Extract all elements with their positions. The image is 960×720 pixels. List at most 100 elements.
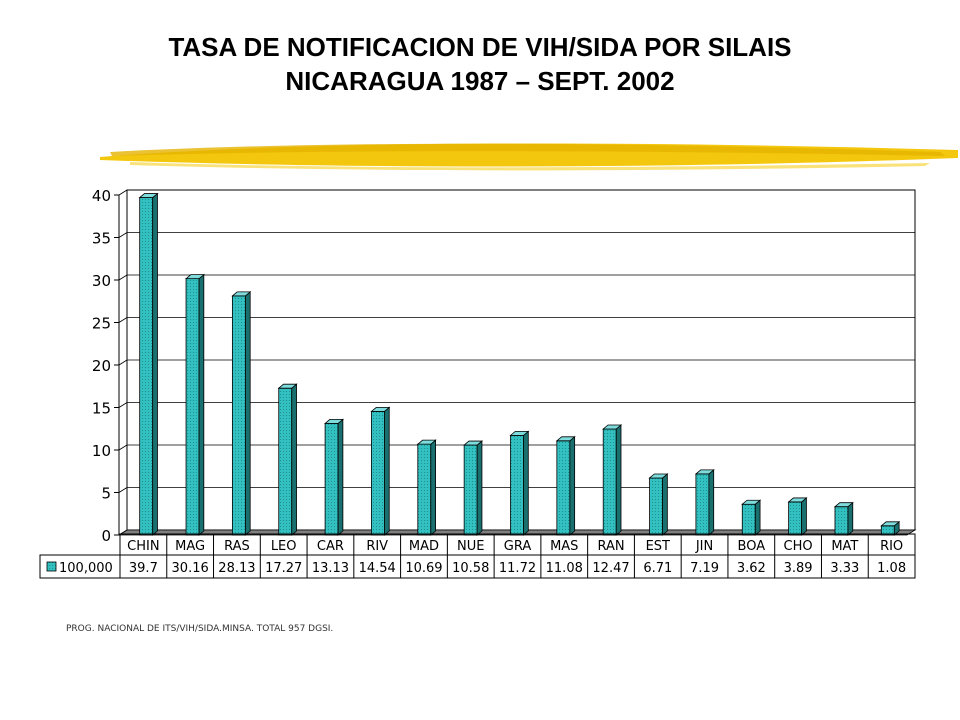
bar	[185, 278, 200, 536]
bar-top	[741, 499, 762, 505]
legend-label: 100,000	[59, 561, 113, 576]
title-line-1: TASA DE NOTIFICACION DE VIH/SIDA POR SIL…	[168, 32, 792, 62]
bar	[649, 477, 663, 536]
legend-swatch	[46, 561, 57, 572]
bar-side	[384, 406, 390, 536]
y-tick-label: 10	[92, 442, 111, 460]
bar-side	[615, 424, 622, 536]
data-label: 39.7	[129, 561, 158, 576]
data-table-values	[39, 554, 916, 579]
bar-side	[523, 430, 529, 536]
category-label: RAS	[224, 539, 250, 554]
bar	[741, 503, 756, 536]
category-label: LEO	[271, 539, 297, 554]
data-label: 11.72	[499, 561, 536, 576]
bar-side	[198, 273, 205, 536]
category-label: MAT	[831, 539, 858, 554]
category-label: BOA	[738, 539, 766, 554]
bar-top	[602, 424, 623, 430]
chart-title: TASA DE NOTIFICACION DE VIH/SIDA POR SIL…	[0, 30, 960, 98]
category-label: NUE	[457, 539, 484, 554]
bar-side	[662, 473, 668, 536]
y-tick-label: 0	[101, 527, 111, 545]
data-label: 30.16	[172, 561, 209, 576]
bar-top	[184, 274, 205, 280]
data-label: 3.62	[737, 561, 766, 576]
bar	[788, 501, 803, 536]
bar	[324, 422, 339, 536]
category-label: RIO	[880, 539, 903, 554]
bar	[417, 443, 432, 536]
data-label: 17.27	[265, 561, 302, 576]
bar-top	[694, 469, 715, 475]
bar-top	[416, 439, 437, 445]
y-tick-diag	[118, 402, 128, 408]
bar	[463, 444, 478, 536]
bar-side	[291, 383, 297, 536]
bar-side	[708, 469, 715, 536]
bar-side	[847, 501, 854, 536]
category-label: CHO	[784, 539, 813, 554]
y-tick-label: 35	[92, 230, 111, 248]
bar	[510, 434, 524, 536]
category-label: JIN	[695, 539, 713, 554]
bar	[695, 473, 710, 536]
y-tick-diag	[118, 232, 128, 238]
bar	[278, 387, 293, 536]
bar	[139, 197, 154, 536]
category-label: RIV	[366, 539, 388, 554]
bar-side	[152, 192, 158, 536]
y-tick-diag	[118, 189, 128, 196]
bar	[834, 506, 849, 536]
data-label: 14.54	[359, 561, 396, 576]
source-note: PROG. NACIONAL DE ITS/VIH/SIDA.MINSA. TO…	[66, 624, 334, 634]
bar	[231, 295, 246, 536]
bar-top	[880, 521, 901, 527]
bar-top	[231, 291, 252, 297]
title-line-2: NICARAGUA 1987 – SEPT. 2002	[285, 66, 675, 96]
bar	[371, 411, 385, 536]
data-label: 11.08	[546, 561, 583, 576]
category-label: EST	[646, 539, 670, 554]
data-label: 12.47	[592, 561, 629, 576]
bar-top	[787, 497, 808, 503]
category-label: GRA	[504, 539, 532, 554]
bar-top	[648, 473, 669, 479]
bar-side	[754, 499, 761, 536]
y-tick-diag	[118, 359, 128, 366]
category-label: MAS	[550, 539, 578, 554]
bar-top	[277, 383, 298, 389]
bar-top	[138, 193, 159, 198]
bar-top	[833, 502, 854, 508]
data-label: 13.13	[312, 561, 349, 576]
category-label: MAG	[175, 539, 205, 554]
category-label: CAR	[317, 539, 344, 554]
y-tick-label: 25	[92, 315, 111, 333]
bar	[602, 428, 617, 536]
bar-top	[463, 440, 484, 446]
bar-top	[370, 407, 391, 412]
data-label: 10.69	[405, 561, 442, 576]
bar-top	[509, 430, 530, 436]
bar-side	[430, 439, 436, 536]
y-tick-label: 5	[101, 485, 111, 503]
y-tick-diag	[118, 444, 128, 451]
y-tick-label: 30	[92, 272, 111, 290]
bar-side	[569, 435, 576, 536]
category-label: RAN	[597, 539, 624, 554]
bar-side	[801, 497, 807, 536]
bar-top	[555, 436, 576, 442]
data-label: 3.33	[830, 561, 859, 576]
data-label: 1.08	[877, 561, 906, 576]
data-label: 10.58	[452, 561, 489, 576]
bar-side	[337, 418, 344, 536]
y-tick-label: 15	[92, 400, 111, 418]
y-tick-label: 20	[92, 357, 111, 375]
category-label: MAD	[409, 539, 439, 554]
data-label: 3.89	[784, 561, 813, 576]
category-label: CHIN	[127, 539, 159, 554]
data-label: 28.13	[218, 561, 255, 576]
y-tick-diag	[118, 487, 128, 493]
